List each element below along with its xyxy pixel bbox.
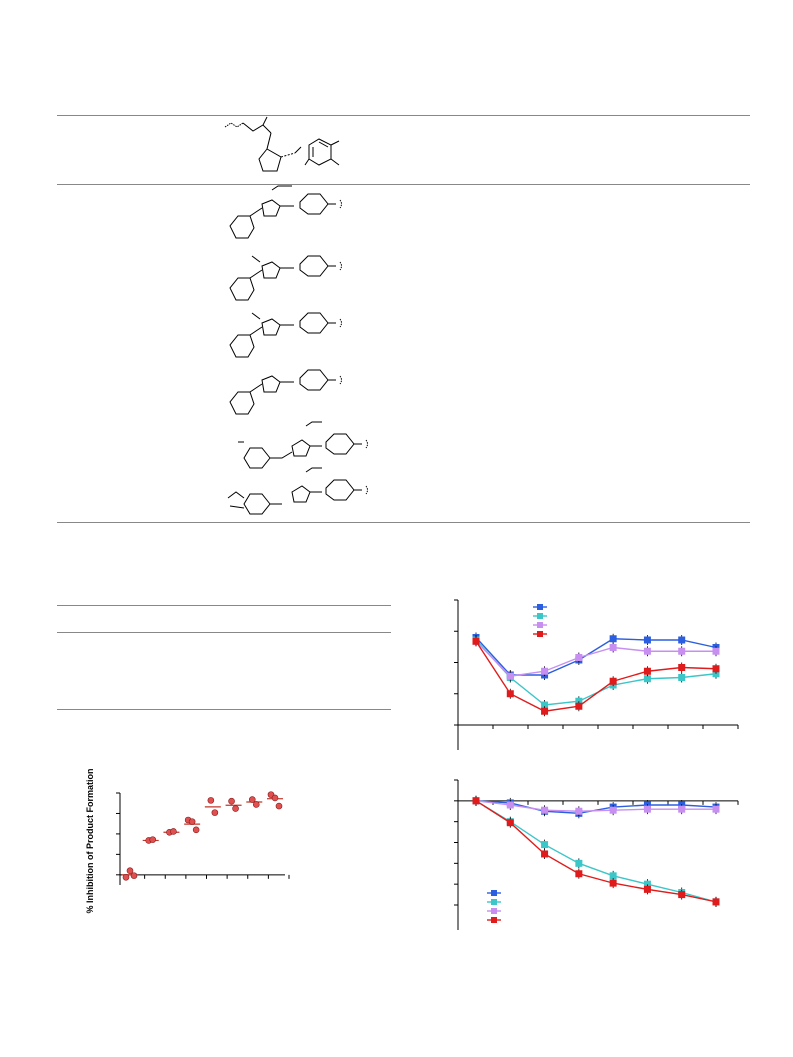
figureB-point [678,636,686,644]
figureB-point [609,677,617,685]
table1-bottom-rule [57,522,750,523]
figureA-point [252,801,260,808]
figureC-point [541,850,549,858]
figureC-point [609,879,617,887]
figureB-point [712,647,720,655]
figureB-legend-marker [537,613,543,619]
substituent-structure-3 [229,312,342,358]
figureB-point [609,644,617,651]
figureB-chart [454,599,739,750]
figureB-legend-marker [537,604,543,610]
figureC-point [575,807,583,815]
figureC-series-line [475,800,716,812]
figureA-point [188,818,196,825]
table1-header-rule [57,184,750,185]
figureB-point [643,675,651,683]
figureB-point [506,690,514,698]
figureC-point [575,870,583,878]
figureB-legend-marker [537,631,543,637]
table2-top-rule [57,605,391,606]
figureC-point [712,898,720,906]
figureA-point [170,828,177,835]
figureB-point [712,665,720,673]
figureA-point [207,797,215,804]
figureC-point [541,806,549,814]
figureA-point [122,873,130,881]
figureA-point [192,826,200,834]
figureC-legend-marker [491,917,497,923]
figureC-point [506,801,514,809]
figureA-point [149,836,157,843]
figureC-point [472,797,480,805]
figureC-chart [454,779,739,930]
figureC-series-line [475,800,717,903]
figureC-point [541,841,549,849]
figureB-point [643,647,651,655]
figureC-point [609,806,617,814]
substituent-structure-5 [238,421,368,469]
figureA-point [211,809,219,816]
figureA-point [248,796,256,803]
figureC-point [575,859,583,867]
figureB-point [678,664,686,671]
figureC-point [678,805,686,813]
figureB-point [609,635,617,643]
substituent-structure-1 [229,185,342,239]
scaffold-structure [224,116,340,172]
figureA-point [130,872,138,879]
figureC-point [678,891,686,899]
table2-bottom-rule [57,709,391,710]
figureC-legend-marker [491,908,497,914]
figureC-legend-marker [491,899,497,905]
figureB-legend-marker [537,622,543,628]
figureC-series-line [475,800,717,903]
figureA-point [232,805,239,812]
table1-top-rule [57,115,750,116]
substituent-structure-6 [227,467,368,515]
figureB-point [506,672,514,680]
figureB-point [575,702,583,710]
figureB-point [678,674,686,681]
figureC-point [643,885,651,893]
figureA-chart [116,791,290,885]
figureB-series-line [475,640,717,712]
figureB-point [678,647,686,655]
figureA-y-axis-label: % Inhibition of Product Formation [85,768,95,914]
figureB-point [541,707,549,715]
figureB-point [643,667,651,675]
figureB-point [472,637,480,645]
substituent-structure-2 [229,255,342,301]
figureB-point [541,667,549,675]
figureC-legend-marker [491,890,497,896]
figureA-point [271,794,279,802]
figureA-point [126,867,134,875]
figureA-point [228,797,235,805]
figureB-point [643,636,651,644]
figureB-point [575,654,583,661]
figureC-point [643,805,651,813]
figureB-series-line [475,640,716,677]
table2-header-rule [57,632,391,633]
figureC-point [506,819,514,827]
figureC-point [609,872,617,880]
figureA-point [275,802,283,810]
figureC-point [712,805,720,813]
substituent-structure-4 [229,369,342,415]
